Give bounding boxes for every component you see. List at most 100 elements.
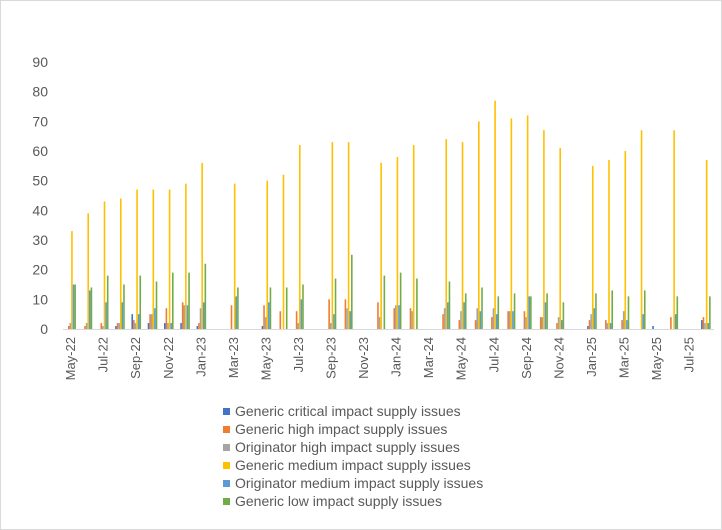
- bar: [331, 142, 334, 329]
- bar: [560, 320, 563, 329]
- bar: [443, 308, 446, 329]
- bar: [72, 284, 75, 329]
- legend-label: Originator high impact supply issues: [235, 439, 460, 455]
- legend-item-originator-medium: Originator medium impact supply issues: [223, 474, 483, 492]
- x-tick-label: Jul-22: [96, 337, 111, 372]
- bar: [116, 323, 119, 329]
- bar: [378, 317, 381, 329]
- bar: [492, 308, 495, 329]
- bar: [279, 311, 282, 329]
- bar: [163, 323, 166, 329]
- bar: [393, 308, 396, 329]
- legend-label: Generic critical impact supply issues: [235, 403, 461, 419]
- bar: [622, 311, 625, 329]
- bar: [298, 145, 301, 329]
- bar: [559, 148, 561, 329]
- bar: [609, 323, 612, 329]
- bar: [165, 308, 168, 329]
- bar: [106, 275, 109, 329]
- x-tick-label: May-23: [258, 337, 273, 380]
- bar: [463, 302, 465, 329]
- bar: [133, 320, 135, 329]
- bar: [380, 162, 382, 329]
- bar: [185, 183, 187, 329]
- bar: [100, 323, 103, 329]
- bar: [67, 326, 70, 329]
- bar: [590, 314, 592, 329]
- bar: [398, 305, 400, 329]
- bar: [541, 317, 544, 329]
- bar: [90, 287, 93, 329]
- bar: [478, 121, 480, 329]
- legend-swatch: [223, 479, 230, 487]
- bar: [295, 311, 298, 329]
- bar: [562, 302, 565, 329]
- bar: [412, 145, 415, 329]
- bar: [297, 323, 299, 329]
- bar: [523, 311, 526, 329]
- bar: [704, 323, 706, 329]
- bar: [494, 100, 496, 329]
- bar: [285, 287, 288, 329]
- bar: [202, 302, 205, 329]
- bar: [170, 323, 172, 329]
- legend-swatch: [223, 407, 230, 415]
- bar: [131, 314, 134, 329]
- bar: [383, 275, 386, 329]
- x-tick-label: Mar-24: [421, 337, 436, 378]
- bar: [155, 281, 158, 329]
- bar: [136, 189, 138, 329]
- x-tick-label: Jul-24: [486, 337, 501, 372]
- legend-item-originator-high: Originator high impact supply issues: [223, 438, 483, 456]
- bar: [461, 142, 464, 329]
- x-tick-label: Nov-22: [161, 337, 176, 379]
- bar: [196, 326, 199, 329]
- bar: [701, 320, 703, 329]
- bar: [525, 317, 527, 329]
- legend-item-generic-medium: Generic medium impact supply issues: [223, 456, 483, 474]
- bar: [510, 118, 513, 330]
- x-tick-label: Nov-24: [551, 337, 566, 379]
- legend-label: Generic medium impact supply issues: [235, 457, 471, 473]
- bar: [676, 296, 679, 329]
- bar: [587, 326, 589, 329]
- bar: [652, 326, 654, 329]
- legend: Generic critical impact supply issues Ge…: [223, 402, 483, 510]
- bar: [707, 323, 710, 329]
- bar: [491, 317, 493, 329]
- bar: [149, 314, 151, 329]
- bar: [263, 305, 265, 329]
- bar: [643, 290, 646, 329]
- bar: [103, 201, 106, 329]
- bar: [624, 151, 627, 329]
- bar: [237, 287, 239, 329]
- bar: [670, 317, 672, 329]
- bar: [377, 302, 379, 329]
- y-tick-label: 70: [32, 113, 48, 129]
- bar: [199, 308, 202, 329]
- x-tick-label: Nov-23: [356, 337, 371, 379]
- y-tick-label: 50: [32, 173, 48, 189]
- y-tick-label: 10: [32, 291, 48, 307]
- bar: [411, 311, 413, 329]
- bar: [556, 323, 558, 329]
- bar: [154, 308, 156, 329]
- bar: [235, 296, 238, 329]
- bar: [528, 296, 531, 329]
- bar: [188, 272, 190, 329]
- x-tick-label: Jul-23: [291, 337, 306, 372]
- bar: [709, 296, 711, 329]
- bar: [526, 115, 529, 330]
- x-tick-label: May-24: [454, 337, 469, 380]
- bar: [640, 130, 643, 329]
- bar: [611, 290, 614, 329]
- bar: [230, 305, 233, 329]
- bar: [442, 314, 444, 329]
- bar: [512, 311, 514, 329]
- bar: [181, 302, 184, 329]
- bar: [183, 305, 186, 329]
- x-tick-label: Jan-23: [193, 337, 208, 377]
- legend-swatch: [223, 425, 230, 433]
- bar: [448, 281, 451, 329]
- x-tick-label: Jan-24: [389, 337, 404, 377]
